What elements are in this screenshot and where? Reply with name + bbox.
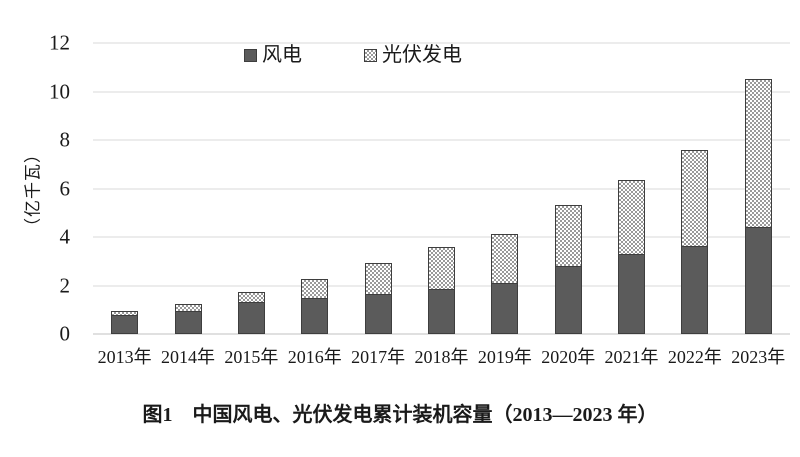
y-tick-label-6: 6	[59, 176, 71, 200]
x-tick-label-2016年: 2016年	[287, 347, 342, 367]
solar-swatch-icon	[364, 48, 377, 62]
segment-光伏发电-2020年	[554, 204, 582, 266]
segment-风电-2021年	[618, 254, 646, 334]
y-tick-label-4: 4	[59, 224, 71, 249]
segment-光伏发电-2019年	[491, 233, 519, 284]
bar-slot	[473, 43, 536, 334]
segment-光伏发电-2014年	[174, 303, 202, 311]
legend-label-wind: 风电	[262, 44, 302, 66]
gridline-10	[93, 91, 790, 92]
segment-光伏发电-2016年	[301, 279, 329, 298]
legend-item-solar: 光伏发电	[364, 45, 462, 65]
x-axis: 2013年 2014年 2015年 2016年 2017年 2018年 2019年 2020年…	[93, 343, 790, 369]
bar-2015年	[237, 43, 265, 334]
segment-光伏发电-2017年	[364, 262, 392, 295]
bar-slot	[537, 43, 600, 334]
segment-风电-2019年	[491, 283, 519, 334]
segment-光伏发电-2021年	[618, 180, 646, 255]
y-tick-label-12: 12	[49, 30, 70, 55]
segment-风电-2015年	[237, 302, 265, 334]
figure-caption: 图1 中国风电、光伏发电累计装机容量（2013—2023 年）	[142, 404, 658, 426]
x-tick-label-2018年: 2018年	[414, 347, 469, 367]
segment-风电-2023年	[744, 227, 772, 334]
x-tick-label-2015年: 2015年	[224, 347, 279, 367]
segment-风电-2016年	[301, 297, 329, 334]
x-tick-label-2021年: 2021年	[604, 347, 659, 367]
bar-slot	[346, 43, 409, 334]
wind-swatch-icon	[244, 48, 257, 62]
bar-2023年	[744, 43, 772, 334]
segment-风电-2022年	[681, 245, 709, 334]
bar-2020年	[554, 43, 582, 334]
segment-风电-2013年	[111, 315, 139, 334]
y-axis: 0 2 4 6 8 10 12	[0, 32, 80, 344]
bar-2019年	[491, 43, 519, 334]
bar-2017年	[364, 43, 392, 334]
segment-光伏发电-2018年	[427, 247, 455, 290]
gridline-6	[93, 188, 790, 189]
bar-slot	[283, 43, 346, 334]
legend-label-solar: 光伏发电	[382, 44, 462, 66]
bar-2013年	[111, 43, 139, 334]
gridline-12	[93, 42, 790, 44]
segment-光伏发电-2013年	[111, 310, 139, 316]
segment-风电-2018年	[427, 289, 455, 334]
bars	[93, 43, 790, 334]
gridline-4	[93, 236, 790, 238]
legend-item-wind: 风电	[244, 45, 302, 65]
bar-2021年	[618, 43, 646, 334]
x-tick-label-2022年: 2022年	[667, 347, 722, 367]
bar-slot	[663, 43, 726, 334]
segment-光伏发电-2023年	[744, 79, 772, 228]
bar-slot	[93, 43, 156, 334]
bar-slot	[727, 43, 790, 334]
gridline-8	[93, 139, 790, 141]
bar-2022年	[681, 43, 709, 334]
x-tick-label-2020年: 2020年	[541, 347, 596, 367]
plot-area	[93, 42, 790, 335]
y-tick-label-10: 10	[49, 79, 70, 103]
bar-slot	[220, 43, 283, 334]
x-tick-label-2023年: 2023年	[731, 347, 786, 367]
bar-slot	[156, 43, 219, 334]
y-tick-label-0: 0	[59, 321, 71, 346]
bar-slot	[410, 43, 473, 334]
bar-slot	[600, 43, 663, 334]
segment-光伏发电-2015年	[237, 291, 265, 303]
bar-2014年	[174, 43, 202, 334]
x-tick-label-2017年: 2017年	[351, 347, 406, 367]
x-tick-label-2014年: 2014年	[161, 347, 216, 367]
x-tick-label-2013年: 2013年	[97, 347, 152, 367]
bar-2016年	[301, 43, 329, 334]
bar-2018年	[427, 43, 455, 334]
legend: 风电 光伏发电	[244, 45, 462, 65]
segment-风电-2014年	[174, 310, 202, 334]
segment-风电-2020年	[554, 265, 582, 334]
y-tick-label-8: 8	[59, 127, 71, 152]
segment-光伏发电-2022年	[681, 150, 709, 246]
y-tick-label-2: 2	[59, 273, 71, 297]
x-tick-label-2019年: 2019年	[477, 347, 532, 367]
gridline-0	[93, 333, 790, 335]
segment-风电-2017年	[364, 294, 392, 334]
